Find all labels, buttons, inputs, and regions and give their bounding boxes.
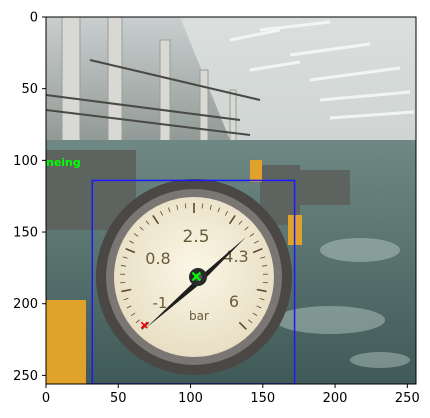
gauge-tick (252, 247, 263, 254)
pressure-gauge: 2.5 0.8 4.3 -1 6 bar (96, 179, 292, 375)
gauge-tick (139, 226, 144, 231)
gauge-label-6: 6 (229, 292, 239, 311)
gauge-tick (126, 305, 132, 309)
y-tick-label: 50 (21, 82, 38, 97)
x-tick-label: 0 (42, 391, 50, 406)
annotations: neing (46, 156, 296, 384)
gauge-tick (122, 256, 128, 259)
gauge-tick (228, 215, 236, 225)
tip-marker-stroke (140, 321, 148, 329)
gauge-tick (145, 220, 150, 225)
gauge-tick (135, 319, 141, 324)
gauge-tick (130, 312, 136, 317)
y-axis: 0 50 100 150 200 250 (13, 11, 46, 384)
x-tick-label: 200 (323, 391, 348, 406)
y-tick-label: 100 (13, 154, 38, 169)
gauge-tick (259, 297, 265, 301)
gauge-tick (244, 226, 249, 231)
gauge-tick (168, 207, 171, 213)
x-axis: 0 50 100 150 200 250 (42, 384, 420, 406)
gauge-tick (254, 240, 259, 244)
gauge-tick (209, 204, 212, 210)
gauge-tick (160, 210, 164, 216)
gauge-tick (184, 203, 187, 209)
x-tick-label: 150 (250, 391, 275, 406)
detection-label: neing (46, 156, 81, 169)
gauge-tick (133, 233, 139, 237)
center-marker-dot (194, 274, 199, 279)
center-point-marker (191, 271, 202, 282)
gauge-tick (238, 220, 243, 225)
gauge-tick (217, 207, 220, 213)
x-tick-label: 50 (110, 391, 127, 406)
gauge-label-4-3: 4.3 (223, 247, 248, 266)
gauge-tick (256, 288, 267, 293)
gauge-tick (129, 240, 134, 244)
gauge-tick (249, 233, 255, 237)
y-tick-label: 200 (13, 297, 38, 312)
x-tick-label: 250 (395, 391, 420, 406)
photo-image: 2.5 0.8 4.3 -1 6 bar (46, 17, 416, 384)
gauge-tick (256, 305, 262, 309)
axes-frame (45, 16, 417, 385)
y-tick-label: 150 (13, 226, 38, 241)
y-tick-label: 250 (13, 369, 38, 384)
gauge-tick (125, 247, 136, 254)
gauge-label-2-5: 2.5 (182, 227, 209, 247)
gauge-tick (247, 319, 253, 324)
x-tick-label: 100 (178, 391, 203, 406)
detection-box (91, 179, 296, 384)
gauge-tick (123, 297, 129, 301)
gauge-tick (121, 288, 132, 293)
gauge-tick (120, 265, 126, 267)
gauge-tick (176, 204, 179, 210)
gauge-tick (201, 203, 204, 209)
gauge-unit-label: bar (189, 309, 209, 323)
gauge-tick (152, 215, 160, 225)
gauge-tick (224, 210, 228, 216)
gauge-tick (260, 256, 266, 259)
gauge-tick (252, 312, 258, 317)
gauge-tick (262, 265, 268, 267)
gauge-label-0-8: 0.8 (145, 249, 170, 268)
gauge-label-minus-1: -1 (153, 294, 168, 312)
gauge-tick (238, 321, 247, 330)
tip-point-marker (140, 321, 148, 329)
gauge-ticks (120, 203, 268, 330)
y-tick-label: 0 (30, 11, 38, 26)
